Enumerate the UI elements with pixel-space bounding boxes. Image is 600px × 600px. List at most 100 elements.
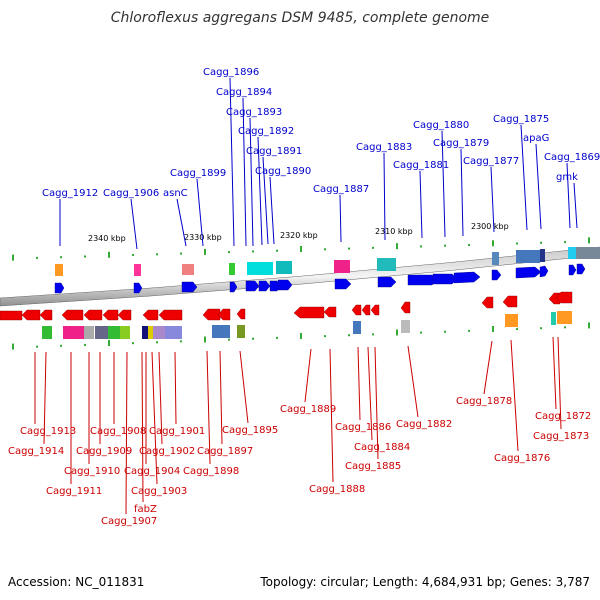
gene-label[interactable]: Cagg_1913 xyxy=(20,426,76,437)
gene-label[interactable]: Cagg_1884 xyxy=(354,442,410,453)
feature-box[interactable] xyxy=(247,262,273,275)
gene-label[interactable]: Cagg_1911 xyxy=(46,486,102,497)
feature-box[interactable] xyxy=(237,325,245,338)
gene-arrow[interactable] xyxy=(453,271,481,284)
gene-label[interactable]: Cagg_1885 xyxy=(345,461,401,472)
gene-arrow[interactable] xyxy=(245,280,260,292)
gene-label[interactable]: Cagg_1902 xyxy=(139,446,195,457)
gene-label[interactable]: apaG xyxy=(523,133,549,144)
feature-box[interactable] xyxy=(165,326,182,339)
gene-label[interactable]: Cagg_1880 xyxy=(413,120,469,131)
gene-arrow[interactable] xyxy=(181,281,198,293)
gene-label[interactable]: Cagg_1883 xyxy=(356,142,412,153)
gene-arrow[interactable] xyxy=(432,273,458,285)
gene-arrow[interactable] xyxy=(539,265,549,278)
gene-arrow[interactable] xyxy=(258,280,271,292)
feature-box[interactable] xyxy=(182,264,194,275)
gene-label[interactable]: Cagg_1875 xyxy=(493,114,549,125)
gene-arrow[interactable] xyxy=(400,301,411,314)
gene-arrow[interactable] xyxy=(576,263,586,275)
gene-label[interactable]: Cagg_1904 xyxy=(124,466,180,477)
gene-label[interactable]: Cagg_1872 xyxy=(535,411,591,422)
gene-arrow[interactable] xyxy=(323,306,337,318)
gene-label[interactable]: Cagg_1909 xyxy=(76,446,132,457)
gene-label[interactable]: Cagg_1912 xyxy=(42,188,98,199)
gene-label[interactable]: asnC xyxy=(163,188,188,199)
gene-label[interactable]: Cagg_1873 xyxy=(533,431,589,442)
gene-arrow[interactable] xyxy=(158,309,183,321)
gene-arrow[interactable] xyxy=(491,269,502,281)
feature-box[interactable] xyxy=(153,326,165,339)
gene-label[interactable]: Cagg_1869 xyxy=(544,152,600,163)
gene-label[interactable]: Cagg_1876 xyxy=(494,453,550,464)
gene-label[interactable]: Cagg_1886 xyxy=(335,422,391,433)
gene-arrow[interactable] xyxy=(334,278,352,290)
gene-label[interactable]: Cagg_1903 xyxy=(131,486,187,497)
feature-box[interactable] xyxy=(557,311,572,324)
gene-arrow[interactable] xyxy=(102,309,119,321)
feature-box[interactable] xyxy=(401,320,410,333)
feature-box[interactable] xyxy=(148,326,153,339)
feature-box[interactable] xyxy=(276,261,292,274)
gene-arrow[interactable] xyxy=(361,304,371,316)
feature-box[interactable] xyxy=(142,326,148,339)
feature-box[interactable] xyxy=(377,258,396,271)
gene-label[interactable]: Cagg_1887 xyxy=(313,184,369,195)
gene-label[interactable]: Cagg_1897 xyxy=(197,446,253,457)
gene-arrow[interactable] xyxy=(568,264,577,276)
gene-arrow[interactable] xyxy=(502,295,518,308)
gene-arrow[interactable] xyxy=(133,282,143,294)
gene-label[interactable]: Cagg_1893 xyxy=(226,107,282,118)
gene-label[interactable]: Cagg_1899 xyxy=(170,168,226,179)
gene-label[interactable]: Cagg_1879 xyxy=(433,138,489,149)
gene-arrow[interactable] xyxy=(0,310,23,321)
feature-box[interactable] xyxy=(334,260,350,273)
gene-label[interactable]: Cagg_1890 xyxy=(255,166,311,177)
gene-arrow[interactable] xyxy=(481,296,494,309)
gene-label[interactable]: Cagg_1898 xyxy=(183,466,239,477)
feature-box[interactable] xyxy=(63,326,84,339)
gene-label[interactable]: Cagg_1892 xyxy=(238,126,294,137)
gene-arrow[interactable] xyxy=(61,309,84,321)
gene-arrow[interactable] xyxy=(236,308,246,320)
feature-box[interactable] xyxy=(492,252,499,265)
feature-box[interactable] xyxy=(229,263,235,275)
feature-box[interactable] xyxy=(551,312,556,325)
gene-label[interactable]: Cagg_1908 xyxy=(90,426,146,437)
gene-label[interactable]: Cagg_1888 xyxy=(309,484,365,495)
feature-box[interactable] xyxy=(568,247,576,259)
gene-arrow[interactable] xyxy=(83,309,103,321)
feature-box[interactable] xyxy=(42,326,52,339)
gene-label[interactable]: Cagg_1901 xyxy=(149,426,205,437)
feature-box[interactable] xyxy=(120,326,130,339)
gene-label[interactable]: Cagg_1896 xyxy=(203,67,259,78)
gene-arrow[interactable] xyxy=(229,281,238,293)
gene-label[interactable]: Cagg_1894 xyxy=(216,87,272,98)
feature-box[interactable] xyxy=(505,314,518,327)
gene-arrow[interactable] xyxy=(39,309,53,321)
feature-box[interactable] xyxy=(84,326,94,339)
gene-arrow[interactable] xyxy=(277,279,293,291)
feature-box[interactable] xyxy=(540,249,545,262)
feature-box[interactable] xyxy=(134,264,141,276)
gene-label[interactable]: Cagg_1910 xyxy=(64,466,120,477)
feature-box[interactable] xyxy=(108,326,120,339)
gene-label[interactable]: Cagg_1914 xyxy=(8,446,64,457)
gene-label[interactable]: Cagg_1877 xyxy=(463,156,519,167)
gene-label[interactable]: fabZ xyxy=(134,504,157,515)
gene-label[interactable]: Cagg_1891 xyxy=(246,146,302,157)
gene-label[interactable]: Cagg_1881 xyxy=(393,160,449,171)
gene-arrow[interactable] xyxy=(21,309,41,321)
gene-arrow[interactable] xyxy=(351,304,362,316)
gene-arrow[interactable] xyxy=(370,304,380,316)
gene-label[interactable]: Cagg_1878 xyxy=(456,396,512,407)
gene-arrow[interactable] xyxy=(377,276,397,288)
gene-label[interactable]: Cagg_1882 xyxy=(396,419,452,430)
gene-label[interactable]: Cagg_1906 xyxy=(103,188,159,199)
gene-arrow[interactable] xyxy=(54,282,65,294)
gene-arrow[interactable] xyxy=(555,291,573,304)
feature-box[interactable] xyxy=(576,247,600,259)
gene-arrow[interactable] xyxy=(142,309,159,321)
gene-arrow[interactable] xyxy=(217,308,231,321)
feature-box[interactable] xyxy=(55,264,63,276)
